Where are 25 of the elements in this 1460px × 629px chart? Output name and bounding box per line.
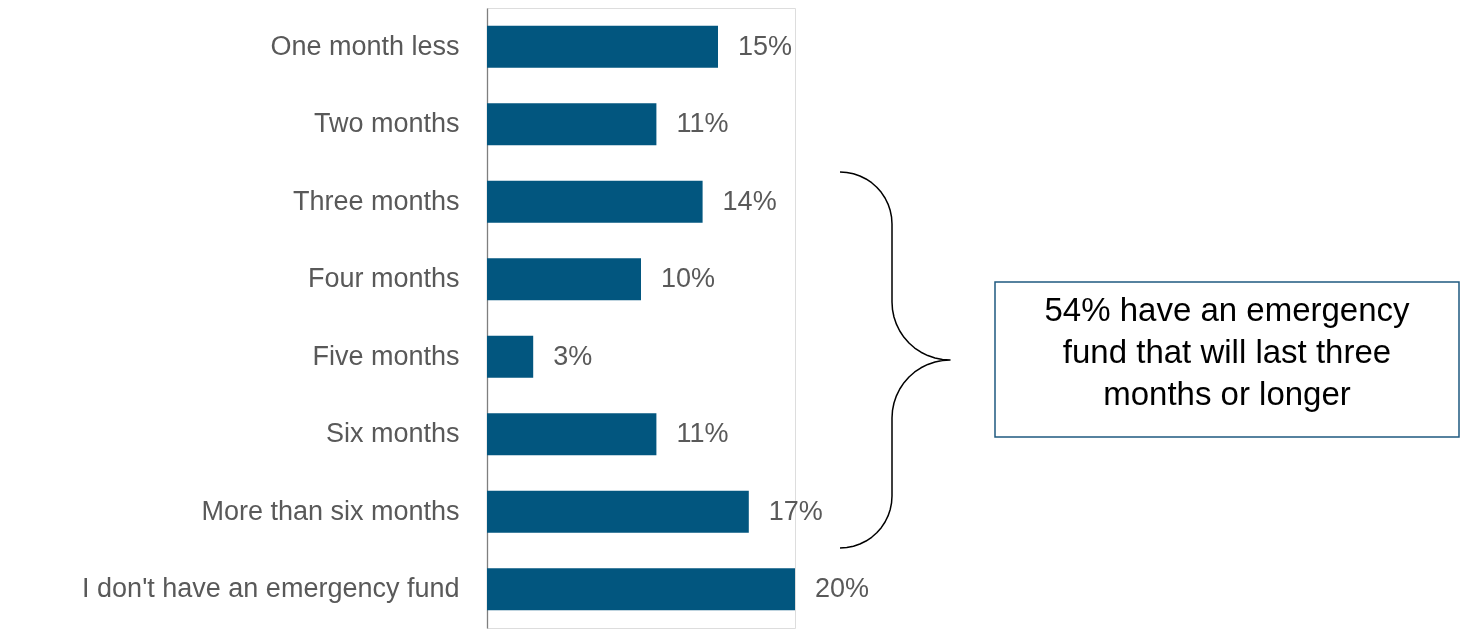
data-label: 3% xyxy=(553,340,593,371)
y-tick-label: Six months xyxy=(325,418,460,449)
y-tick-label: Two months xyxy=(313,108,460,139)
y-tick-label: Four months xyxy=(307,263,460,294)
bar xyxy=(487,490,749,533)
data-label: 15% xyxy=(738,30,793,61)
y-tick-label: Three months xyxy=(292,185,460,216)
y-tick-label: I don't have an emergency fund xyxy=(82,573,460,604)
bar xyxy=(487,25,718,68)
y-tick-label: Five months xyxy=(312,340,460,371)
data-label: 11% xyxy=(676,418,729,449)
bar xyxy=(487,413,657,456)
data-label: 20% xyxy=(815,573,870,604)
data-label: 17% xyxy=(768,495,823,526)
data-label: 10% xyxy=(661,263,716,294)
bar xyxy=(487,103,657,146)
data-label: 11% xyxy=(676,108,729,139)
data-label: 14% xyxy=(722,185,777,216)
y-tick-label: More than six months xyxy=(201,495,460,526)
bar xyxy=(487,258,641,301)
bar xyxy=(487,335,534,378)
bar xyxy=(487,180,703,223)
text: 54% have an emergency fund that will last three months or longer xyxy=(1044,290,1411,412)
bar xyxy=(487,568,795,611)
y-tick-label: One month less xyxy=(270,30,460,61)
